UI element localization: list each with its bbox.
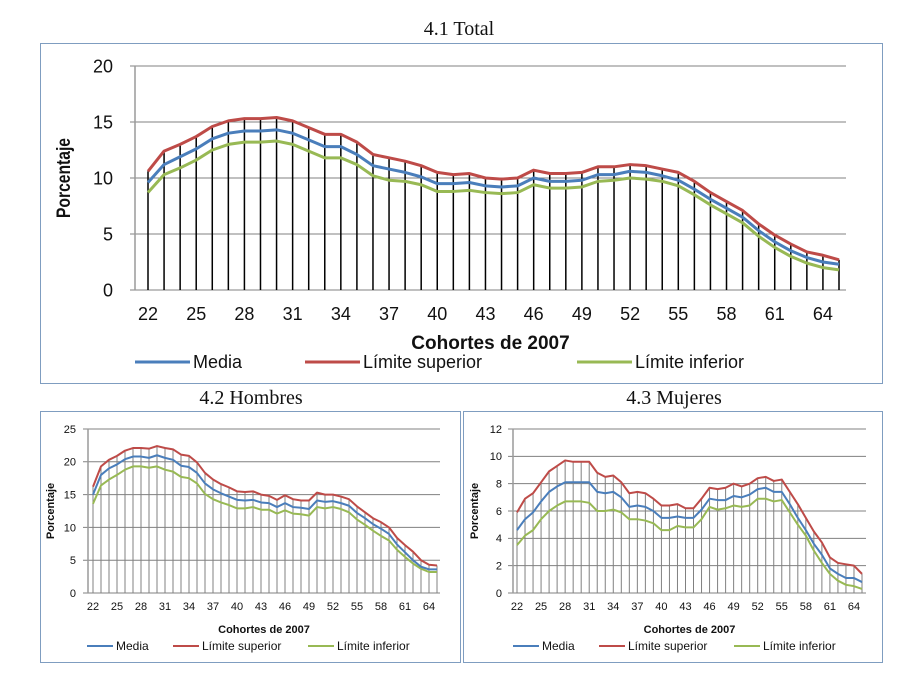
- series-line-l-mite-inferior: [516, 497, 863, 590]
- x-tick-label: 46: [279, 601, 291, 613]
- y-tick-label: 5: [70, 555, 76, 567]
- y-tick-label: 0: [496, 588, 502, 600]
- x-tick-label: 34: [331, 304, 351, 324]
- panel-title-hombres: 4.2 Hombres: [199, 387, 303, 409]
- y-tick-label: 15: [93, 112, 113, 132]
- y-tick-label: 4: [496, 533, 502, 545]
- series-line-media: [92, 454, 437, 571]
- y-axis-title: Porcentaje: [45, 483, 57, 539]
- x-tick-label: 52: [620, 304, 640, 324]
- y-tick-label: 2: [496, 561, 502, 573]
- x-tick-label: 61: [824, 601, 836, 613]
- x-tick-label: 40: [231, 601, 243, 613]
- x-tick-label: 43: [679, 601, 691, 613]
- x-tick-label: 43: [255, 601, 267, 613]
- legend-label: Límite superior: [628, 639, 707, 653]
- chart-hombres: 0 5 10 15 20 25 22 25 28 31 34 37 40 43 46 49 52 55 58 61 64…: [45, 424, 440, 653]
- x-tick-label: 46: [703, 601, 715, 613]
- series-line-l-mite-inferior: [92, 465, 437, 574]
- legend-label: Límite superior: [202, 639, 281, 653]
- y-tick-label: 0: [103, 280, 113, 300]
- x-tick-label: 22: [87, 601, 99, 613]
- x-tick-label: 31: [159, 601, 171, 613]
- x-tick-label: 25: [535, 601, 547, 613]
- x-tick-label: 49: [572, 304, 592, 324]
- x-tick-label: 34: [607, 601, 619, 613]
- panel-title-total: 4.1 Total: [423, 18, 495, 40]
- chart-total: 0 5 10 15 20 22 25 28 31 34 37 40 43 46 49 52 55 58 61 64 Po…: [54, 56, 846, 372]
- x-tick-label: 28: [135, 601, 147, 613]
- x-axis-title: Cohortes de 2007: [411, 333, 569, 354]
- x-tick-label: 61: [765, 304, 785, 324]
- y-tick-label: 6: [496, 506, 502, 518]
- x-tick-label: 58: [375, 601, 387, 613]
- legend-label: Media: [542, 639, 575, 653]
- x-tick-label: 25: [186, 304, 206, 324]
- x-tick-label: 43: [475, 304, 495, 324]
- series-line-media: [146, 128, 840, 266]
- legend-label: Límite inferior: [763, 639, 836, 653]
- x-tick-label: 37: [631, 601, 643, 613]
- series-line-l-mite-inferior: [146, 139, 840, 272]
- x-tick-label: 64: [423, 601, 435, 613]
- x-tick-label: 55: [776, 601, 788, 613]
- y-tick-label: 20: [93, 56, 113, 76]
- y-tick-label: 25: [64, 424, 76, 436]
- legend-label: Límite superior: [363, 352, 482, 372]
- x-tick-label: 52: [327, 601, 339, 613]
- x-tick-label: 58: [716, 304, 736, 324]
- x-axis-title: Cohortes de 2007: [644, 624, 736, 636]
- x-tick-label: 37: [379, 304, 399, 324]
- y-tick-label: 20: [64, 457, 76, 469]
- x-tick-label: 58: [800, 601, 812, 613]
- x-tick-label: 49: [303, 601, 315, 613]
- y-tick-label: 5: [103, 224, 113, 244]
- x-axis-title: Cohortes de 2007: [218, 624, 310, 636]
- y-tick-label: 10: [64, 522, 76, 534]
- legend-label: Límite inferior: [635, 352, 744, 372]
- chart-frame-mujeres: [463, 411, 883, 663]
- x-tick-label: 37: [207, 601, 219, 613]
- x-tick-label: 25: [111, 601, 123, 613]
- legend-label: Límite inferior: [337, 639, 410, 653]
- x-tick-label: 61: [399, 601, 411, 613]
- panel-title-mujeres: 4.3 Mujeres: [626, 387, 722, 409]
- series-line-l-mite-superior: [92, 445, 438, 567]
- x-tick-label: 64: [848, 601, 860, 613]
- legend-label: Media: [193, 352, 243, 372]
- x-tick-label: 40: [427, 304, 447, 324]
- x-tick-label: 28: [234, 304, 254, 324]
- x-tick-label: 49: [728, 601, 740, 613]
- x-tick-label: 55: [668, 304, 688, 324]
- y-tick-label: 0: [70, 588, 76, 600]
- x-tick-label: 28: [559, 601, 571, 613]
- x-tick-label: 31: [583, 601, 595, 613]
- y-axis-title: Porcentaje: [54, 138, 75, 218]
- x-tick-label: 55: [351, 601, 363, 613]
- y-tick-label: 12: [490, 424, 502, 436]
- x-tick-label: 34: [183, 601, 195, 613]
- y-tick-label: 10: [490, 451, 502, 463]
- y-axis-title: Porcentaje: [469, 483, 481, 539]
- series-line-media: [516, 481, 863, 583]
- series-line-l-mite-superior: [516, 459, 863, 575]
- legend-label: Media: [116, 639, 149, 653]
- x-tick-label: 22: [511, 601, 523, 613]
- y-tick-label: 15: [64, 489, 76, 501]
- x-tick-label: 40: [655, 601, 667, 613]
- x-tick-label: 31: [283, 304, 303, 324]
- y-tick-label: 8: [496, 479, 502, 491]
- series-line-l-mite-superior: [146, 116, 840, 262]
- x-tick-label: 64: [813, 304, 833, 324]
- x-tick-label: 52: [752, 601, 764, 613]
- x-tick-label: 22: [138, 304, 158, 324]
- x-tick-label: 46: [524, 304, 544, 324]
- y-tick-label: 10: [93, 168, 113, 188]
